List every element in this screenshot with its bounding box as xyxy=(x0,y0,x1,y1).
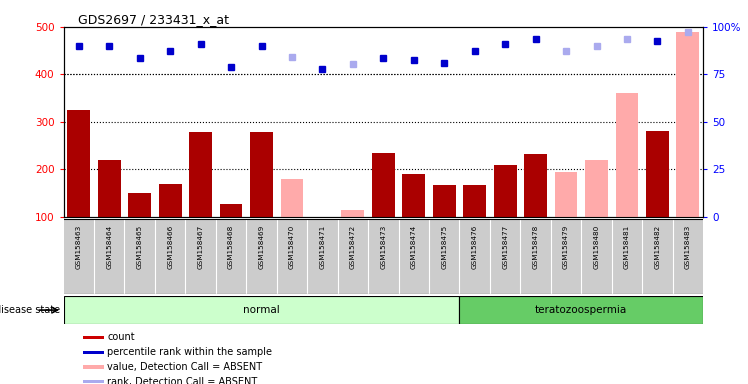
Bar xyxy=(372,153,395,217)
Text: count: count xyxy=(108,333,135,343)
Bar xyxy=(524,154,547,217)
Text: GSM158482: GSM158482 xyxy=(654,225,660,269)
Text: GDS2697 / 233431_x_at: GDS2697 / 233431_x_at xyxy=(78,13,229,26)
Bar xyxy=(676,31,699,217)
Bar xyxy=(83,336,104,339)
Bar xyxy=(83,351,104,354)
Text: normal: normal xyxy=(243,305,280,315)
Bar xyxy=(616,93,638,217)
Bar xyxy=(189,132,212,217)
Bar xyxy=(342,210,364,217)
Bar xyxy=(64,296,459,324)
Bar xyxy=(585,160,608,217)
Bar xyxy=(83,380,104,383)
Text: GSM158465: GSM158465 xyxy=(137,225,143,269)
Text: GSM158467: GSM158467 xyxy=(197,225,203,269)
Text: GSM158470: GSM158470 xyxy=(289,225,295,269)
Text: GSM158479: GSM158479 xyxy=(563,225,569,269)
Text: GSM158469: GSM158469 xyxy=(259,225,265,269)
Bar xyxy=(402,174,425,217)
Bar xyxy=(459,296,703,324)
Bar xyxy=(555,172,577,217)
Bar xyxy=(159,184,182,217)
Text: GSM158472: GSM158472 xyxy=(350,225,356,269)
Text: GSM158481: GSM158481 xyxy=(624,225,630,269)
Bar xyxy=(220,204,242,217)
Text: GSM158468: GSM158468 xyxy=(228,225,234,269)
Text: teratozoospermia: teratozoospermia xyxy=(535,305,628,315)
Text: GSM158477: GSM158477 xyxy=(502,225,508,269)
Text: GSM158474: GSM158474 xyxy=(411,225,417,269)
Bar xyxy=(67,110,91,217)
Text: GSM158475: GSM158475 xyxy=(441,225,447,269)
Bar xyxy=(646,131,669,217)
Text: GSM158466: GSM158466 xyxy=(167,225,174,269)
Text: percentile rank within the sample: percentile rank within the sample xyxy=(108,347,272,357)
Bar xyxy=(98,160,120,217)
Text: GSM158464: GSM158464 xyxy=(106,225,112,269)
Text: value, Detection Call = ABSENT: value, Detection Call = ABSENT xyxy=(108,362,263,372)
Bar xyxy=(129,193,151,217)
Text: rank, Detection Call = ABSENT: rank, Detection Call = ABSENT xyxy=(108,377,257,384)
Bar xyxy=(280,179,304,217)
Text: GSM158478: GSM158478 xyxy=(533,225,539,269)
Text: disease state: disease state xyxy=(0,305,60,315)
Bar xyxy=(250,132,273,217)
Bar xyxy=(463,185,486,217)
Text: GSM158476: GSM158476 xyxy=(472,225,478,269)
Text: GSM158471: GSM158471 xyxy=(319,225,325,269)
Text: GSM158480: GSM158480 xyxy=(593,225,600,269)
Text: GSM158473: GSM158473 xyxy=(380,225,387,269)
Text: GSM158463: GSM158463 xyxy=(76,225,82,269)
Text: GSM158483: GSM158483 xyxy=(685,225,691,269)
Bar xyxy=(83,366,104,369)
Bar xyxy=(494,165,517,217)
Bar xyxy=(433,185,456,217)
